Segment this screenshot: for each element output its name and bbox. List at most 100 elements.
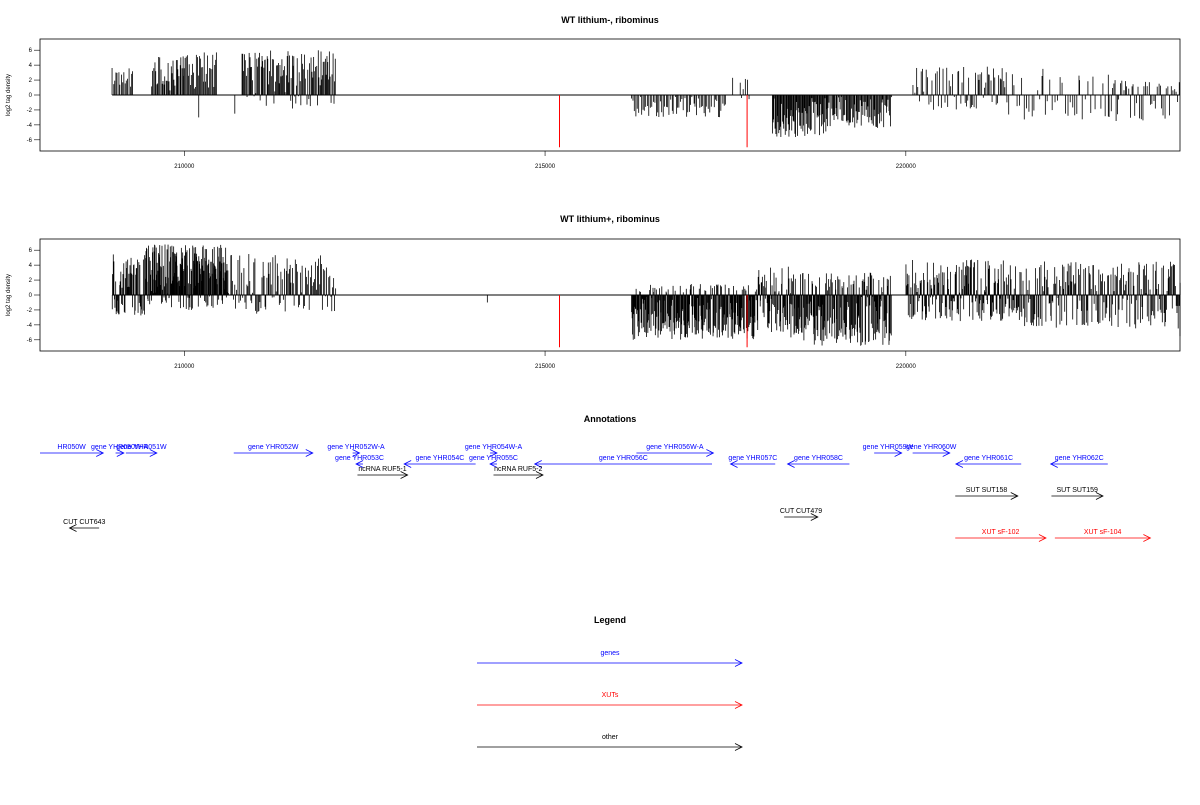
annotation-arrow-arrowhead — [1038, 534, 1047, 542]
y-tick-label: -2 — [27, 108, 33, 114]
annotation-arrow-arrowhead — [535, 471, 544, 479]
legend-label: genes — [600, 650, 620, 657]
annotation-arrow-arrowhead — [96, 449, 105, 457]
annotation-label: gene YHR058C — [794, 455, 843, 462]
legend-arrow-arrowhead — [734, 659, 743, 667]
legend: Legend genes XUTs other — [477, 615, 743, 751]
annotation-feature: gene YHR062C — [1049, 455, 1108, 468]
annotation-arrow-arrowhead — [786, 460, 795, 468]
annotation-feature: gene YHR051W — [116, 444, 167, 457]
y-tick-label: 4 — [29, 263, 33, 269]
annotation-arrow-arrowhead — [706, 449, 715, 457]
annotation-label: gene YHR055C — [469, 455, 518, 462]
annotation-arrow-arrowhead — [1095, 492, 1104, 500]
legend-entry: XUTs — [477, 692, 743, 709]
annotation-label: SUT SUT158 — [966, 487, 1008, 494]
panel-2-title: WT lithium+, ribominus — [560, 214, 660, 224]
y-tick-label: -4 — [27, 323, 33, 329]
y-tick-label: 6 — [29, 248, 33, 254]
annotation-label: XUT sF-104 — [1084, 529, 1122, 536]
annotation-feature: gene YHR059W — [863, 444, 914, 457]
legend-label: other — [602, 734, 619, 741]
annotation-label: gene YHR050W-A — [91, 444, 149, 451]
annotation-arrow-arrowhead — [116, 449, 125, 457]
annotation-arrow-arrowhead — [942, 449, 951, 457]
legend-arrow-arrowhead — [734, 701, 743, 709]
annotation-feature: gene YHR054W-A — [465, 444, 523, 457]
annotation-feature: gene YHR056W-A — [636, 444, 715, 457]
annotation-feature: XUT sF-104 — [1054, 529, 1152, 542]
annotation-arrow-arrowhead — [894, 449, 903, 457]
y-tick-label: 2 — [29, 278, 33, 284]
y-tick-label: 6 — [29, 48, 33, 54]
annotation-arrow-arrowhead — [352, 449, 361, 457]
annotations-title: Annotations — [584, 414, 637, 424]
x-tick-label: 220000 — [896, 364, 917, 370]
annotation-arrow-arrowhead — [955, 460, 964, 468]
annotation-label: gene YHR053C — [335, 455, 384, 462]
annotation-arrow-arrowhead — [68, 524, 77, 532]
annotation-label: SUT SUT159 — [1056, 487, 1098, 494]
annotation-feature: HR050W — [40, 444, 105, 457]
annotation-label: ncRNA RUF5-1 — [358, 466, 406, 473]
annotation-arrow-arrowhead — [1049, 460, 1058, 468]
y-tick-label: -2 — [27, 308, 33, 314]
panel-1-title: WT lithium-, ribominus — [561, 15, 659, 25]
x-tick-label: 220000 — [896, 164, 917, 170]
annotation-arrow-arrowhead — [400, 471, 409, 479]
annotation-arrow-arrowhead — [403, 460, 412, 468]
y-tick-label: 4 — [29, 63, 33, 69]
y-tick-label: -4 — [27, 123, 33, 129]
legend-label: XUTs — [602, 692, 619, 699]
annotation-label: HR050W — [57, 444, 86, 451]
annotation-label: gene YHR051W — [116, 444, 167, 451]
annotation-label: XUT sF-102 — [982, 529, 1020, 536]
annotation-label: gene YHR059W — [863, 444, 914, 451]
annotation-feature: gene YHR057C — [728, 455, 777, 468]
annotation-label: CUT CUT643 — [63, 519, 105, 526]
annotation-label: gene YHR052W — [248, 444, 299, 451]
panel-2-ylabel: log2 tag density — [6, 274, 12, 316]
x-tick-label: 210000 — [174, 364, 195, 370]
annotation-feature: ncRNA RUF5-1 — [357, 466, 409, 479]
annotation-feature: CUT CUT643 — [63, 519, 106, 532]
annotation-label: gene YHR060W — [906, 444, 957, 451]
annotation-label: gene YHR052W-A — [327, 444, 385, 451]
annotation-arrow-arrowhead — [305, 449, 314, 457]
annotation-arrow-arrowhead — [533, 460, 542, 468]
annotation-label: gene YHR054C — [415, 455, 464, 462]
y-tick-label: -6 — [27, 338, 33, 344]
annotation-arrow-arrowhead — [1010, 492, 1019, 500]
legend-arrow-arrowhead — [734, 743, 743, 751]
legend-entry: other — [477, 734, 743, 751]
annotation-feature: XUT sF-102 — [955, 529, 1047, 542]
annotation-arrow-arrowhead — [489, 460, 498, 468]
annotation-label: gene YHR056C — [599, 455, 648, 462]
annotation-feature: gene YHR052W — [233, 444, 314, 457]
annotation-label: gene YHR057C — [728, 455, 777, 462]
annotation-label: ncRNA RUF5-2 — [494, 466, 542, 473]
legend-entry: genes — [477, 650, 743, 667]
annotation-feature: gene YHR053C — [335, 455, 384, 468]
x-tick-label: 210000 — [174, 164, 195, 170]
annotation-feature: gene YHR061C — [955, 455, 1022, 468]
annotation-feature: gene YHR056C — [533, 455, 712, 468]
panel-1-ylabel: log2 tag density — [6, 74, 12, 116]
panel-lithium-minus: WT lithium-, ribominus log2 tag density … — [6, 15, 1181, 170]
annotation-arrow-arrowhead — [489, 449, 498, 457]
annotation-feature: SUT SUT159 — [1051, 487, 1104, 500]
annotation-label: gene YHR054W-A — [465, 444, 523, 451]
y-tick-label: -6 — [27, 138, 33, 144]
y-tick-label: 2 — [29, 78, 33, 84]
legend-title: Legend — [594, 615, 626, 625]
annotation-feature: gene YHR050W-A — [91, 444, 149, 457]
annotation-label: gene YHR056W-A — [646, 444, 704, 451]
annotation-feature: CUT CUT479 — [780, 508, 822, 521]
annotation-feature: gene YHR052W-A — [327, 444, 385, 457]
panel-lithium-plus: WT lithium+, ribominus log2 tag density … — [6, 214, 1181, 370]
annotation-arrow-arrowhead — [1143, 534, 1152, 542]
annotation-feature: gene YHR055C — [469, 455, 518, 468]
y-tick-label: 0 — [29, 93, 33, 99]
